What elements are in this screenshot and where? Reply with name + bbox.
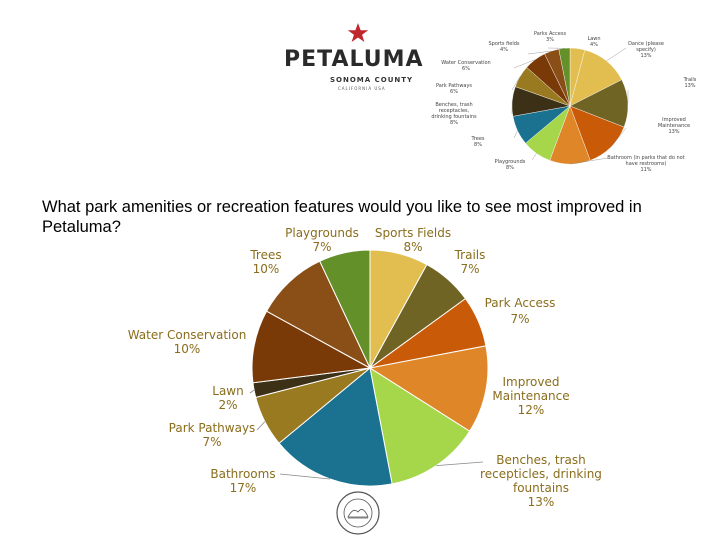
- mini-leader-line-bathroom-in-parks-that-do-not-have-restrooms: [569, 157, 609, 165]
- main-leader-line-park-pathways: [256, 421, 266, 431]
- main-slice-improved-maintenance: [368, 345, 489, 432]
- mini-label-water-conservation: Water Conservation 6%: [441, 60, 490, 72]
- main-label-sports-fields: Sports Fields 8%: [375, 226, 451, 254]
- main-slice-trees: [265, 260, 372, 370]
- main-slice-playgrounds: [319, 249, 371, 369]
- mini-leader-line-trees: [513, 130, 518, 139]
- mini-leader-line-playgrounds: [531, 153, 537, 161]
- mini-label-playgrounds: Playgrounds 8%: [495, 159, 526, 171]
- logo-tagline: CALIFORNIA USA: [338, 86, 386, 91]
- main-label-water-conservation: Water Conservation 10%: [128, 328, 247, 356]
- logo-subtitle: SONOMA COUNTY: [330, 76, 414, 84]
- main-label-trees: Trees 10%: [249, 248, 281, 276]
- main-slice-bathrooms: [278, 367, 393, 487]
- main-leader-line-benches-trash-recepticles-drinking-fountains: [436, 461, 484, 466]
- mini-label-improved-maintenance: Improved Maintenance 13%: [658, 117, 690, 135]
- logo-wordmark: PETALUMA: [284, 47, 424, 72]
- mini-label-trails: Trails 13%: [683, 77, 697, 89]
- main-slice-water-conservation: [251, 310, 372, 384]
- main-label-park-access: Park Access 7%: [485, 296, 556, 326]
- mini-label-park-access: Parks Access 3%: [534, 31, 567, 43]
- main-slice-benches-trash-recepticles-drinking-fountains: [369, 366, 471, 485]
- mini-leader-line-sports-fields: [527, 50, 552, 55]
- mini-label-sports-fields: Sports fields 4%: [488, 41, 519, 53]
- seal-inner-ring: [343, 498, 373, 528]
- mini-label-park-pathways: Park Pathways 6%: [436, 83, 472, 95]
- mini-leader-line-improved-maintenance: [610, 127, 627, 148]
- mini-leader-line-water-conservation: [513, 59, 536, 69]
- main-label-lawn: Lawn 2%: [212, 384, 243, 412]
- seal-outer-ring: [336, 491, 380, 535]
- city-seal-icon: [336, 491, 380, 535]
- mini-label-lawn: Lawn 4%: [587, 36, 600, 48]
- mini-label-trees: Trees 8%: [470, 136, 484, 148]
- main-leader-line-lawn: [249, 389, 255, 394]
- mini-label-benches-trash-receptacles-drinking-fountains: Benches, trash receptacles, drinking fount…: [431, 102, 477, 126]
- slide-question: What park amenities or recreation featur…: [42, 198, 642, 236]
- seal-hill-shape: [347, 509, 369, 518]
- mini-label-dance-please-specify: Dance (please specify) 13%: [628, 41, 664, 59]
- mini-pie-chart: Lawn 4% Dance (please specify) 13% Trails 13% I…: [431, 31, 697, 173]
- main-label-park-pathways: Park Pathways 7%: [169, 421, 256, 449]
- mini-leader-line-dance-please-specify: [606, 47, 627, 62]
- main-label-playgrounds: Playgrounds 7%: [285, 226, 359, 254]
- main-label-trails: Trails 7%: [454, 248, 486, 276]
- main-label-benches-trash-recepticles-drinking-fountains: Benches, trash recepticles, drinking fount…: [480, 453, 602, 509]
- main-leader-line-bathrooms: [279, 473, 331, 480]
- mini-label-bathroom-in-parks-that-do-not-have-restrooms: Bathroom (in parks that do not have restr…: [607, 155, 684, 173]
- logo-star-shape: [347, 23, 369, 43]
- logo-star-icon: [347, 23, 369, 43]
- mini-leader-line-park-pathways: [511, 76, 521, 91]
- main-label-bathrooms: Bathrooms 17%: [210, 467, 275, 495]
- main-label-improved-maintenance: Improved Maintenance 12%: [492, 375, 569, 417]
